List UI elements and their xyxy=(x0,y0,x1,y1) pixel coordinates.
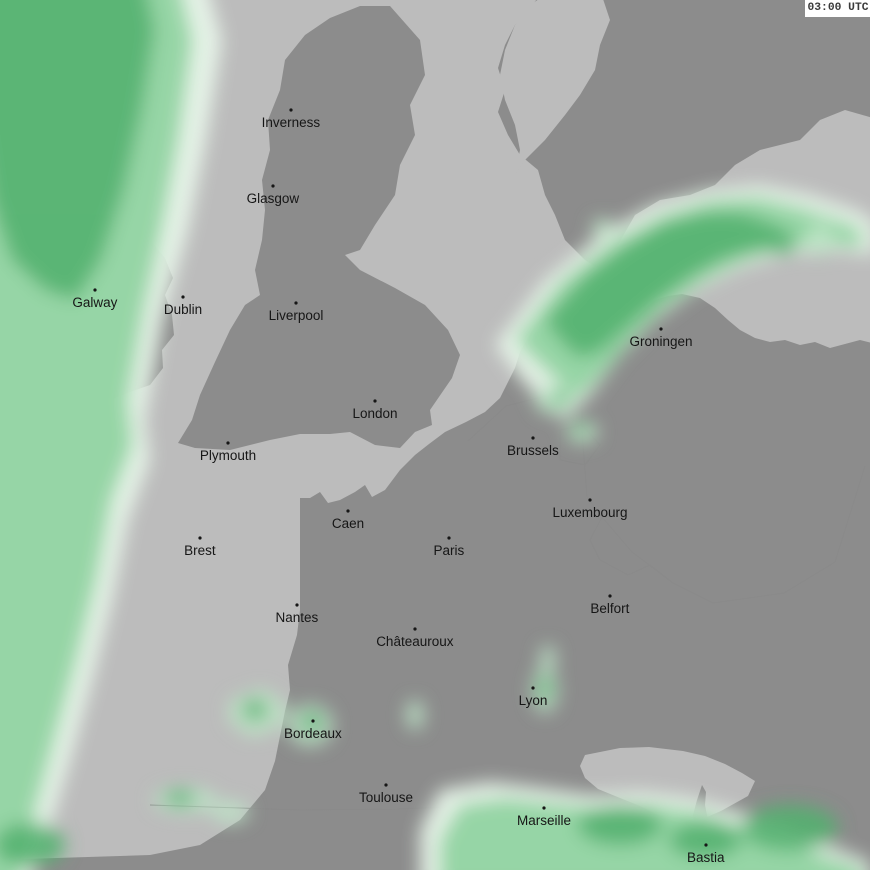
svg-text:Marseille: Marseille xyxy=(517,813,571,828)
svg-text:Toulouse: Toulouse xyxy=(359,790,413,805)
svg-text:Bastia: Bastia xyxy=(687,850,725,865)
svg-text:Châteauroux: Châteauroux xyxy=(376,634,454,649)
svg-text:Groningen: Groningen xyxy=(630,334,693,349)
svg-text:Lyon: Lyon xyxy=(519,693,548,708)
svg-text:Inverness: Inverness xyxy=(262,115,321,130)
svg-text:Caen: Caen xyxy=(332,516,364,531)
svg-text:Brest: Brest xyxy=(184,543,216,558)
svg-text:Bordeaux: Bordeaux xyxy=(284,726,342,741)
svg-text:Brussels: Brussels xyxy=(507,443,559,458)
svg-text:Liverpool: Liverpool xyxy=(269,308,324,323)
svg-text:Nantes: Nantes xyxy=(276,610,319,625)
svg-text:Plymouth: Plymouth xyxy=(200,448,256,463)
svg-text:Galway: Galway xyxy=(72,295,117,310)
svg-text:Dublin: Dublin xyxy=(164,302,202,317)
svg-text:Glasgow: Glasgow xyxy=(247,191,300,206)
svg-text:London: London xyxy=(353,406,398,421)
svg-text:Luxembourg: Luxembourg xyxy=(553,505,628,520)
svg-text:Belfort: Belfort xyxy=(590,601,629,616)
svg-text:Paris: Paris xyxy=(434,543,465,558)
